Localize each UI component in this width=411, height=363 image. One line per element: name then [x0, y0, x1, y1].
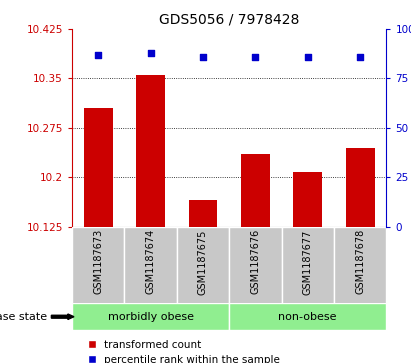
Bar: [229, 227, 282, 305]
Point: [252, 54, 259, 60]
Point: [147, 50, 154, 56]
Title: GDS5056 / 7978428: GDS5056 / 7978428: [159, 12, 299, 26]
Text: GSM1187675: GSM1187675: [198, 229, 208, 295]
Bar: [124, 227, 177, 305]
Bar: [346, 148, 374, 227]
Point: [95, 52, 102, 58]
Text: GSM1187678: GSM1187678: [355, 229, 365, 294]
Text: GSM1187673: GSM1187673: [93, 229, 103, 294]
Bar: [72, 227, 124, 305]
Bar: [282, 227, 334, 305]
Bar: [334, 227, 386, 305]
Bar: [136, 74, 165, 227]
Bar: [189, 200, 217, 227]
Bar: [84, 108, 113, 227]
Legend: transformed count, percentile rank within the sample: transformed count, percentile rank withi…: [83, 335, 284, 363]
Text: GSM1187677: GSM1187677: [303, 229, 313, 295]
Bar: [241, 154, 270, 227]
Bar: [229, 303, 386, 330]
Point: [357, 54, 363, 60]
Text: non-obese: non-obese: [279, 312, 337, 322]
Text: GSM1187676: GSM1187676: [250, 229, 260, 294]
Bar: [177, 227, 229, 305]
Bar: [72, 303, 229, 330]
Text: GSM1187674: GSM1187674: [145, 229, 155, 294]
Text: morbidly obese: morbidly obese: [108, 312, 194, 322]
Point: [200, 54, 206, 60]
Point: [305, 54, 311, 60]
Bar: [293, 172, 322, 227]
Text: disease state: disease state: [0, 312, 47, 322]
